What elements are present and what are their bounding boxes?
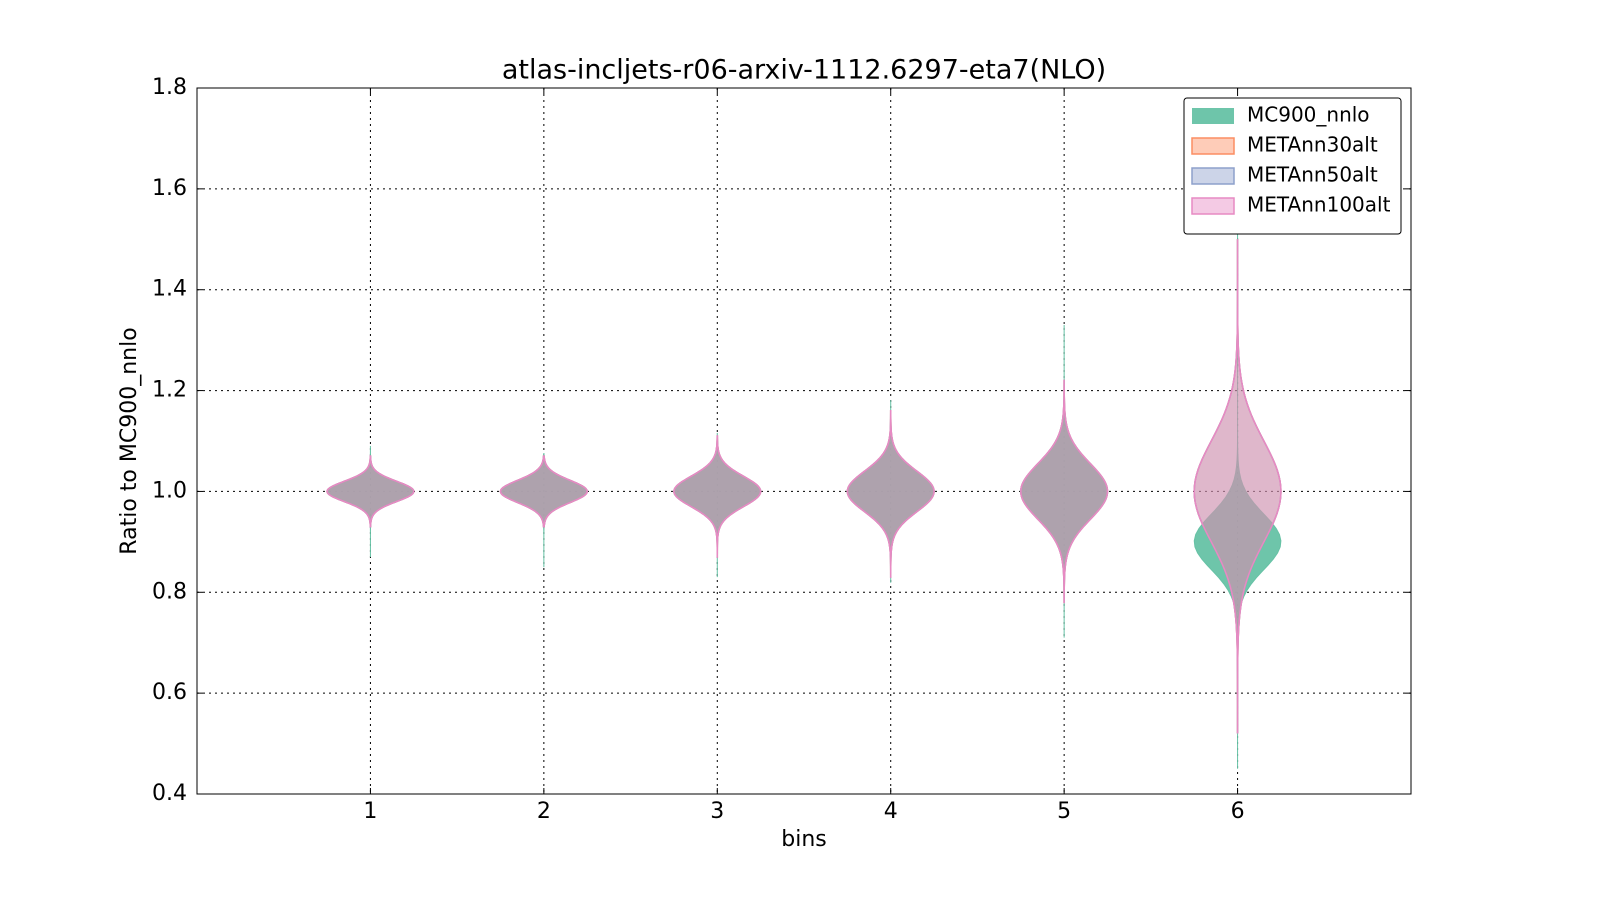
legend-swatch bbox=[1191, 167, 1235, 185]
y-tick-label: 1.4 bbox=[152, 277, 187, 302]
y-axis-label: Ratio to MC900_nnlo bbox=[117, 327, 142, 554]
y-tick-label: 1.0 bbox=[152, 478, 187, 503]
violin bbox=[1193, 239, 1282, 734]
violin bbox=[846, 409, 935, 578]
legend-frame bbox=[1183, 97, 1402, 235]
plot-frame bbox=[196, 87, 1412, 795]
legend: MC900_nnlo METAnn30alt METAnn50alt METAnn10… bbox=[1183, 97, 1402, 235]
violin bbox=[499, 455, 588, 528]
legend-label: MC900_nnlo bbox=[1247, 103, 1370, 127]
x-tick-label: 2 bbox=[537, 799, 551, 824]
legend-label: METAnn100alt bbox=[1247, 193, 1391, 217]
x-tick-label: 3 bbox=[710, 799, 724, 824]
legend-swatch bbox=[1191, 137, 1235, 155]
x-tick-label: 4 bbox=[884, 799, 898, 824]
y-tick-label: 0.6 bbox=[152, 680, 187, 705]
y-tick-label: 1.6 bbox=[152, 176, 187, 201]
legend-swatch bbox=[1192, 108, 1234, 124]
legend-swatch bbox=[1191, 197, 1235, 215]
violin bbox=[326, 455, 415, 528]
legend-label: METAnn30alt bbox=[1247, 133, 1378, 157]
x-tick-label: 5 bbox=[1057, 799, 1071, 824]
x-tick-label: 6 bbox=[1231, 799, 1245, 824]
violin bbox=[1193, 214, 1282, 769]
y-tick-label: 1.2 bbox=[152, 378, 187, 403]
x-tick-label: 1 bbox=[363, 799, 377, 824]
chart-title: atlas-incljets-r06-arxiv-1112.6297-eta7(… bbox=[502, 55, 1106, 86]
x-axis-label: bins bbox=[781, 827, 826, 852]
violin bbox=[1020, 379, 1109, 604]
legend-label: METAnn50alt bbox=[1247, 163, 1378, 187]
y-tick-label: 0.4 bbox=[152, 781, 187, 806]
violin bbox=[673, 435, 762, 558]
violin bbox=[499, 453, 588, 568]
y-tick-label: 1.8 bbox=[152, 75, 187, 100]
y-tick-label: 0.8 bbox=[152, 579, 187, 604]
